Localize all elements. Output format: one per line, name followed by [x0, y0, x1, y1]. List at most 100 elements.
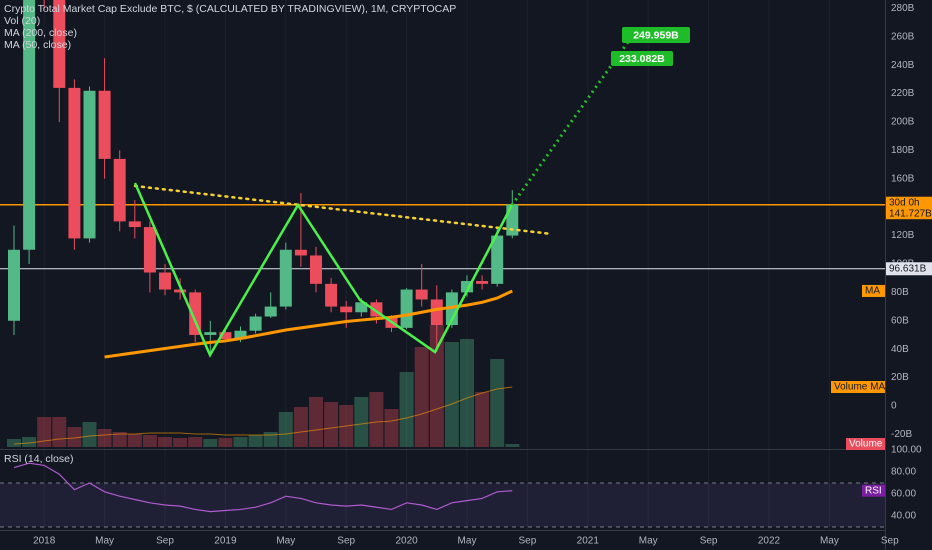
rsi-pane	[0, 462, 885, 528]
candle-body	[461, 281, 473, 293]
candle-body	[249, 316, 262, 331]
candle-body	[476, 281, 489, 284]
volume-bar	[52, 417, 67, 447]
candle-body	[355, 302, 368, 313]
x-tick-label: Sep	[156, 536, 174, 547]
y-tick-label: 220B	[891, 88, 915, 99]
x-tick-label: May	[95, 536, 114, 547]
annotation-box	[611, 51, 673, 66]
axes: 280B260B240B220B200B180B160B120B100B80B6…	[33, 3, 932, 547]
volume-bar	[309, 397, 323, 447]
candle-body	[68, 87, 81, 239]
x-tick-label: Sep	[700, 536, 718, 547]
volume-bar	[263, 432, 278, 447]
candle-body	[340, 306, 353, 313]
y-tick-label: 200B	[891, 117, 915, 128]
x-tick-label: Sep	[337, 536, 355, 547]
x-tick-label: 2019	[214, 536, 237, 547]
volume-bar	[414, 347, 429, 447]
volume-bar	[399, 372, 414, 447]
candle-body	[234, 330, 247, 340]
candle-body	[113, 158, 126, 222]
volume-bar	[127, 434, 142, 447]
x-tick-label: Sep	[519, 536, 537, 547]
y-tick-label: 40B	[891, 344, 909, 355]
chart-title: Crypto Total Market Cap Exclude BTC, $ (…	[4, 3, 456, 15]
volume-bar	[369, 392, 384, 447]
annotation: 233.082B	[619, 53, 665, 65]
axis-tag: RSI	[865, 485, 882, 496]
volume-bar	[82, 422, 97, 447]
candle-body	[128, 221, 141, 228]
volume-ma	[13, 386, 513, 445]
volume-bar	[460, 339, 474, 447]
x-tick-label: May	[276, 536, 295, 547]
x-tick-label: 2022	[758, 536, 781, 547]
volume-bar	[354, 397, 369, 447]
y-tick-label: 20B	[891, 372, 909, 383]
candle-body	[83, 90, 96, 239]
candle-body	[53, 0, 66, 88]
candle-body	[491, 235, 504, 284]
volume-bar	[505, 444, 520, 447]
legend-entry: Vol (20)	[4, 15, 40, 27]
y-tick-label: 180B	[891, 145, 915, 156]
candle-body	[219, 332, 232, 340]
volume-bar	[37, 417, 52, 447]
volume-bar	[188, 437, 203, 447]
legend-entry: MA (50, close)	[4, 39, 71, 51]
rsi-tick-label: 60.00	[891, 489, 916, 500]
candle-body	[143, 227, 156, 273]
volume-bar	[324, 402, 339, 447]
volume-bar	[218, 438, 233, 447]
y-tick-label: 0	[891, 401, 897, 412]
rsi-band-fill	[0, 483, 885, 528]
volume-bar	[429, 325, 444, 447]
drawings: 249.959B 233.082B	[133, 27, 690, 358]
volume-bar	[158, 437, 172, 447]
y-tick-label: 60B	[891, 315, 909, 326]
axis-tag: Volume MA	[834, 382, 885, 393]
last-price-box	[886, 208, 932, 220]
x-tick-label: May	[820, 536, 839, 547]
candle-body	[325, 283, 338, 307]
price-pane	[0, 0, 885, 447]
volume-bar	[384, 409, 399, 447]
x-tick-label: 2018	[33, 536, 56, 547]
volume-bar	[490, 359, 505, 447]
volume-bar	[173, 438, 188, 447]
annotation: 249.959B	[633, 29, 679, 41]
rsi-tick-label: 80.00	[891, 467, 916, 478]
axis-tag-box	[862, 484, 885, 497]
x-tick-label: May	[458, 536, 477, 547]
y-tick-label: 240B	[891, 60, 915, 71]
volume-bar	[248, 435, 263, 447]
level-tag-box	[886, 262, 932, 276]
rsi-line	[13, 462, 513, 513]
candle-body	[506, 204, 519, 236]
candle-body	[159, 272, 171, 290]
candle-body	[430, 299, 443, 326]
candle-body	[264, 306, 277, 317]
axis-tag-box	[831, 381, 885, 393]
candle-body	[279, 249, 292, 307]
countdown-box	[886, 196, 932, 209]
volume-bar	[278, 412, 293, 447]
annotation-box	[622, 27, 690, 43]
legend-entry: MA (200, close)	[4, 27, 77, 39]
volume-bar	[7, 439, 21, 447]
y-tick-label: 80B	[891, 287, 909, 298]
candle-body	[98, 90, 111, 159]
candle-body	[8, 249, 20, 321]
volume-bar	[67, 427, 82, 447]
candle-body	[415, 289, 428, 300]
x-tick-label: May	[639, 536, 658, 547]
last-price: 141.727B	[889, 208, 932, 219]
candle-body	[174, 289, 187, 293]
level-tag: 96.631B	[889, 263, 927, 274]
rsi-tick-label: 40.00	[891, 511, 916, 522]
volume-bar	[233, 437, 248, 447]
